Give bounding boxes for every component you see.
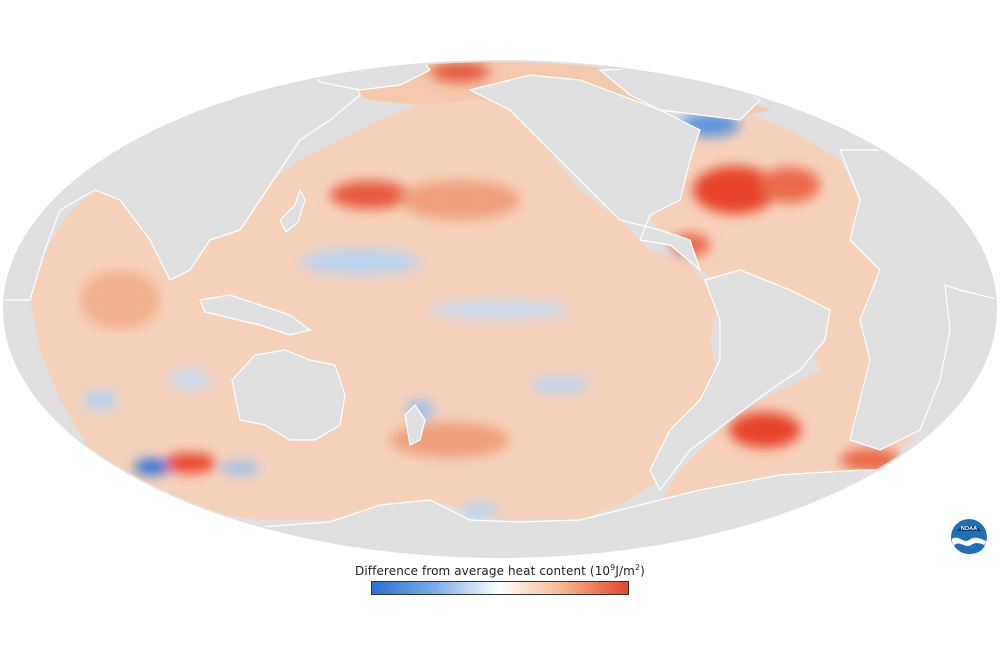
color-legend: Difference from average heat content (10… — [300, 563, 700, 595]
cool-anomaly-north-pacific — [300, 249, 420, 275]
noaa-logo-wave-inner — [954, 542, 985, 554]
legend-units: (109J/m2) — [589, 563, 645, 578]
cool-anomaly-indian-2 — [220, 461, 260, 475]
cool-anomaly-southern-indian — [134, 459, 170, 475]
legend-units-exp2: 2 — [634, 563, 641, 572]
warm-anomaly-kuroshio — [330, 181, 410, 209]
warm-anomaly-south-atlantic — [729, 412, 801, 448]
warm-anomaly-north-pacific — [400, 180, 520, 220]
cool-anomaly-south-pacific — [530, 377, 590, 393]
land-south-america — [649, 269, 831, 492]
pacific-indian-ocean — [30, 90, 720, 520]
legend-color-bar — [371, 581, 629, 595]
noaa-logo-icon: NOAA — [950, 518, 988, 556]
land-japan — [279, 188, 306, 233]
land-antarctica — [4, 469, 996, 557]
cool-anomaly-equatorial-pacific — [430, 301, 570, 319]
cool-anomaly-south-pacific-2 — [462, 502, 498, 518]
cool-anomaly-indian-3 — [170, 370, 210, 390]
warm-anomaly-s-atlantic-2 — [840, 448, 900, 472]
noaa-logo-bird — [957, 525, 981, 531]
globe-border — [3, 60, 997, 558]
land-australia — [231, 349, 346, 441]
legend-title: Difference from average heat content (10… — [300, 563, 700, 578]
warm-anomaly-north-atlantic — [693, 166, 777, 214]
warm-anomaly-labrador — [760, 167, 820, 203]
warm-anomaly-arctic — [430, 62, 490, 82]
legend-units-base: (10 — [589, 564, 611, 578]
land-north-america — [468, 74, 702, 272]
warm-anomaly-southern-indian — [164, 453, 216, 473]
cool-anomaly-indian — [82, 390, 118, 410]
noaa-logo-svg: NOAA — [951, 519, 987, 555]
land-new-zealand — [404, 404, 426, 446]
land-europe-africa — [839, 149, 996, 451]
legend-units-mid: J/m — [615, 564, 635, 578]
legend-units-end: ) — [640, 564, 645, 578]
legend-units-exp: 9 — [610, 563, 616, 572]
warm-anomaly-indian — [80, 270, 160, 330]
land-indonesia — [199, 294, 312, 336]
legend-title-text: Difference from average heat content — [355, 564, 586, 578]
noaa-logo-text: NOAA — [961, 526, 977, 532]
